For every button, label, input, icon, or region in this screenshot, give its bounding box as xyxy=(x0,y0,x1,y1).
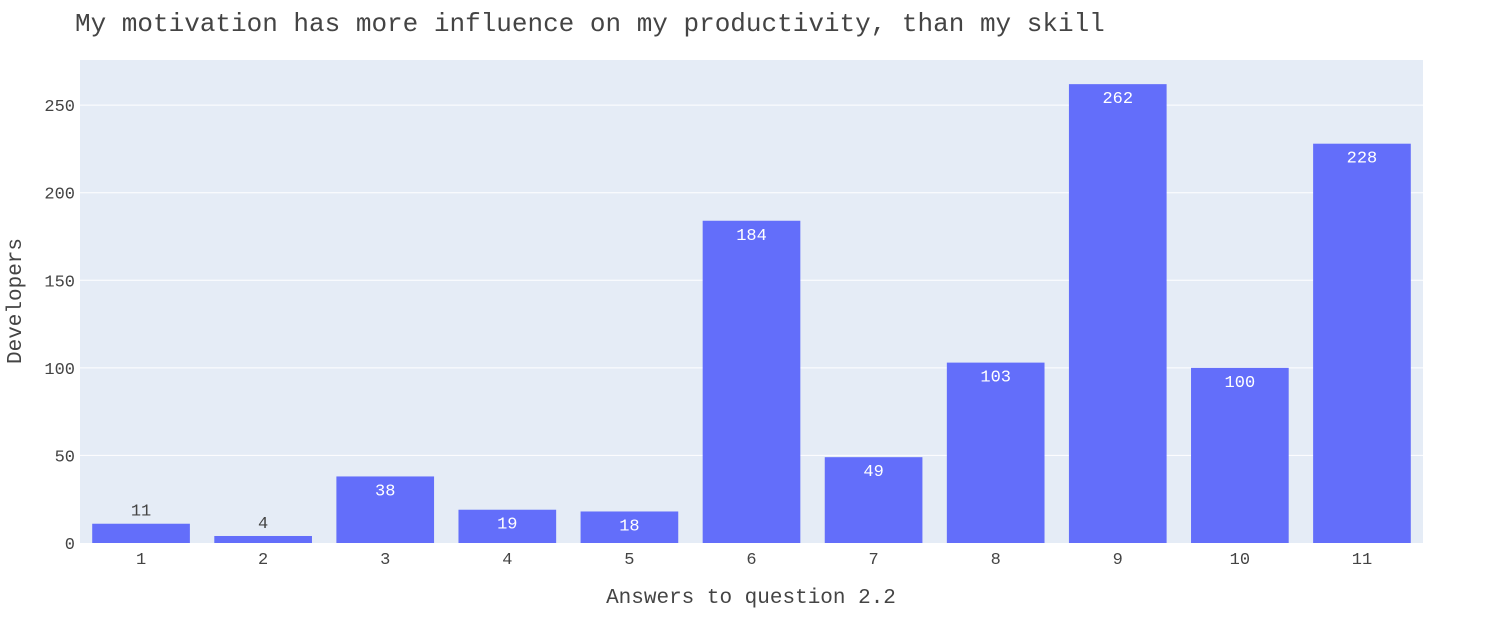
y-axis: 0 50 100 150 200 250 xyxy=(44,98,75,555)
x-tick-label: 5 xyxy=(624,551,634,570)
y-tick-label: 250 xyxy=(44,98,75,117)
bar xyxy=(92,523,190,543)
bar xyxy=(336,476,435,543)
y-tick-label: 100 xyxy=(44,361,75,380)
bar-value-label: 38 xyxy=(375,482,395,501)
x-tick-label: 11 xyxy=(1352,551,1372,570)
x-axis: 1 2 3 4 5 6 7 8 9 10 11 xyxy=(136,551,1372,570)
x-tick-label: 6 xyxy=(746,551,756,570)
y-tick-label: 0 xyxy=(65,536,75,555)
chart-title: My motivation has more influence on my p… xyxy=(75,9,1105,39)
x-tick-label: 10 xyxy=(1230,551,1250,570)
bar-value-label: 103 xyxy=(980,369,1011,388)
y-tick-label: 200 xyxy=(44,186,75,205)
bar xyxy=(1068,84,1167,543)
bar-value-label: 19 xyxy=(497,516,517,535)
bar xyxy=(580,511,679,543)
bar xyxy=(702,220,801,543)
y-tick-label: 150 xyxy=(44,273,75,292)
y-tick-label: 50 xyxy=(55,448,75,467)
x-tick-label: 8 xyxy=(991,551,1001,570)
bar-value-label: 11 xyxy=(131,503,151,522)
bar xyxy=(458,509,557,543)
data-labels: 11 4 38 19 18 184 49 103 262 100 228 xyxy=(131,90,1377,536)
bar xyxy=(214,535,312,543)
bar-value-label: 262 xyxy=(1102,90,1133,109)
x-tick-label: 2 xyxy=(258,551,268,570)
x-axis-title: Answers to question 2.2 xyxy=(606,587,896,610)
x-tick-label: 3 xyxy=(380,551,390,570)
bar-value-label: 4 xyxy=(258,515,268,534)
bar xyxy=(1191,367,1289,543)
bar-value-label: 228 xyxy=(1347,150,1378,169)
bar-value-label: 18 xyxy=(619,517,639,536)
bar xyxy=(824,457,923,543)
bar xyxy=(1313,143,1411,544)
y-axis-title: Developers xyxy=(5,238,28,364)
x-tick-label: 1 xyxy=(136,551,146,570)
x-tick-label: 7 xyxy=(868,551,878,570)
bar-value-label: 49 xyxy=(863,463,883,482)
x-tick-label: 4 xyxy=(502,551,512,570)
bar-value-label: 100 xyxy=(1225,374,1256,393)
x-tick-label: 9 xyxy=(1113,551,1123,570)
bar xyxy=(946,362,1045,543)
bar-value-label: 184 xyxy=(736,227,767,246)
bars xyxy=(92,84,1411,544)
